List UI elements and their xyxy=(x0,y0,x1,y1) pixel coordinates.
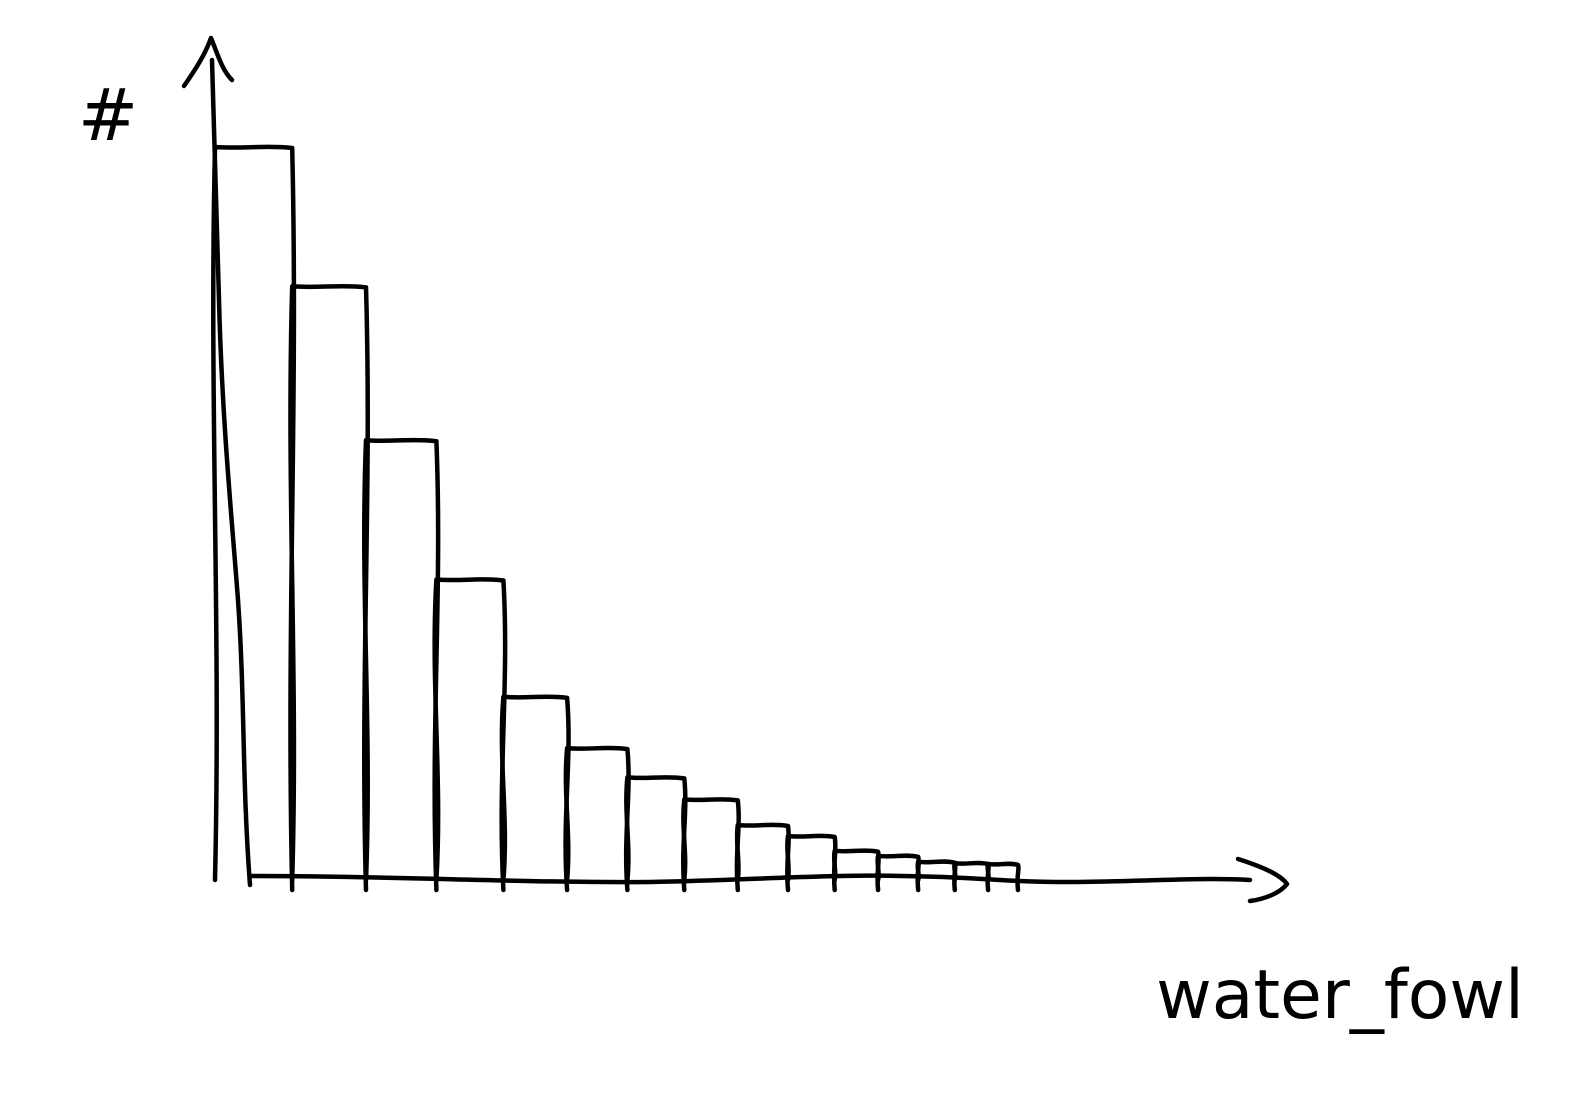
y-axis-label: # xyxy=(78,73,138,157)
bar-10 xyxy=(785,833,838,893)
x-axis-label: water_fowl xyxy=(1156,956,1524,1035)
x-axis-arrow-icon xyxy=(1235,856,1290,904)
bar-15 xyxy=(985,861,1021,893)
x-axis-line xyxy=(249,873,1253,885)
y-axis-line xyxy=(209,57,253,888)
bar-6 xyxy=(563,745,631,893)
bar-5 xyxy=(499,694,571,893)
y-axis-arrow-icon xyxy=(181,35,235,89)
bar-11 xyxy=(831,848,881,893)
bar-3 xyxy=(362,437,441,893)
bar-2 xyxy=(288,283,370,893)
bar-4 xyxy=(432,577,508,893)
bar-8 xyxy=(681,797,741,893)
bar-7 xyxy=(624,775,688,893)
bars-group xyxy=(211,144,1021,893)
bar-1 xyxy=(211,144,297,893)
bar-12 xyxy=(875,853,922,893)
